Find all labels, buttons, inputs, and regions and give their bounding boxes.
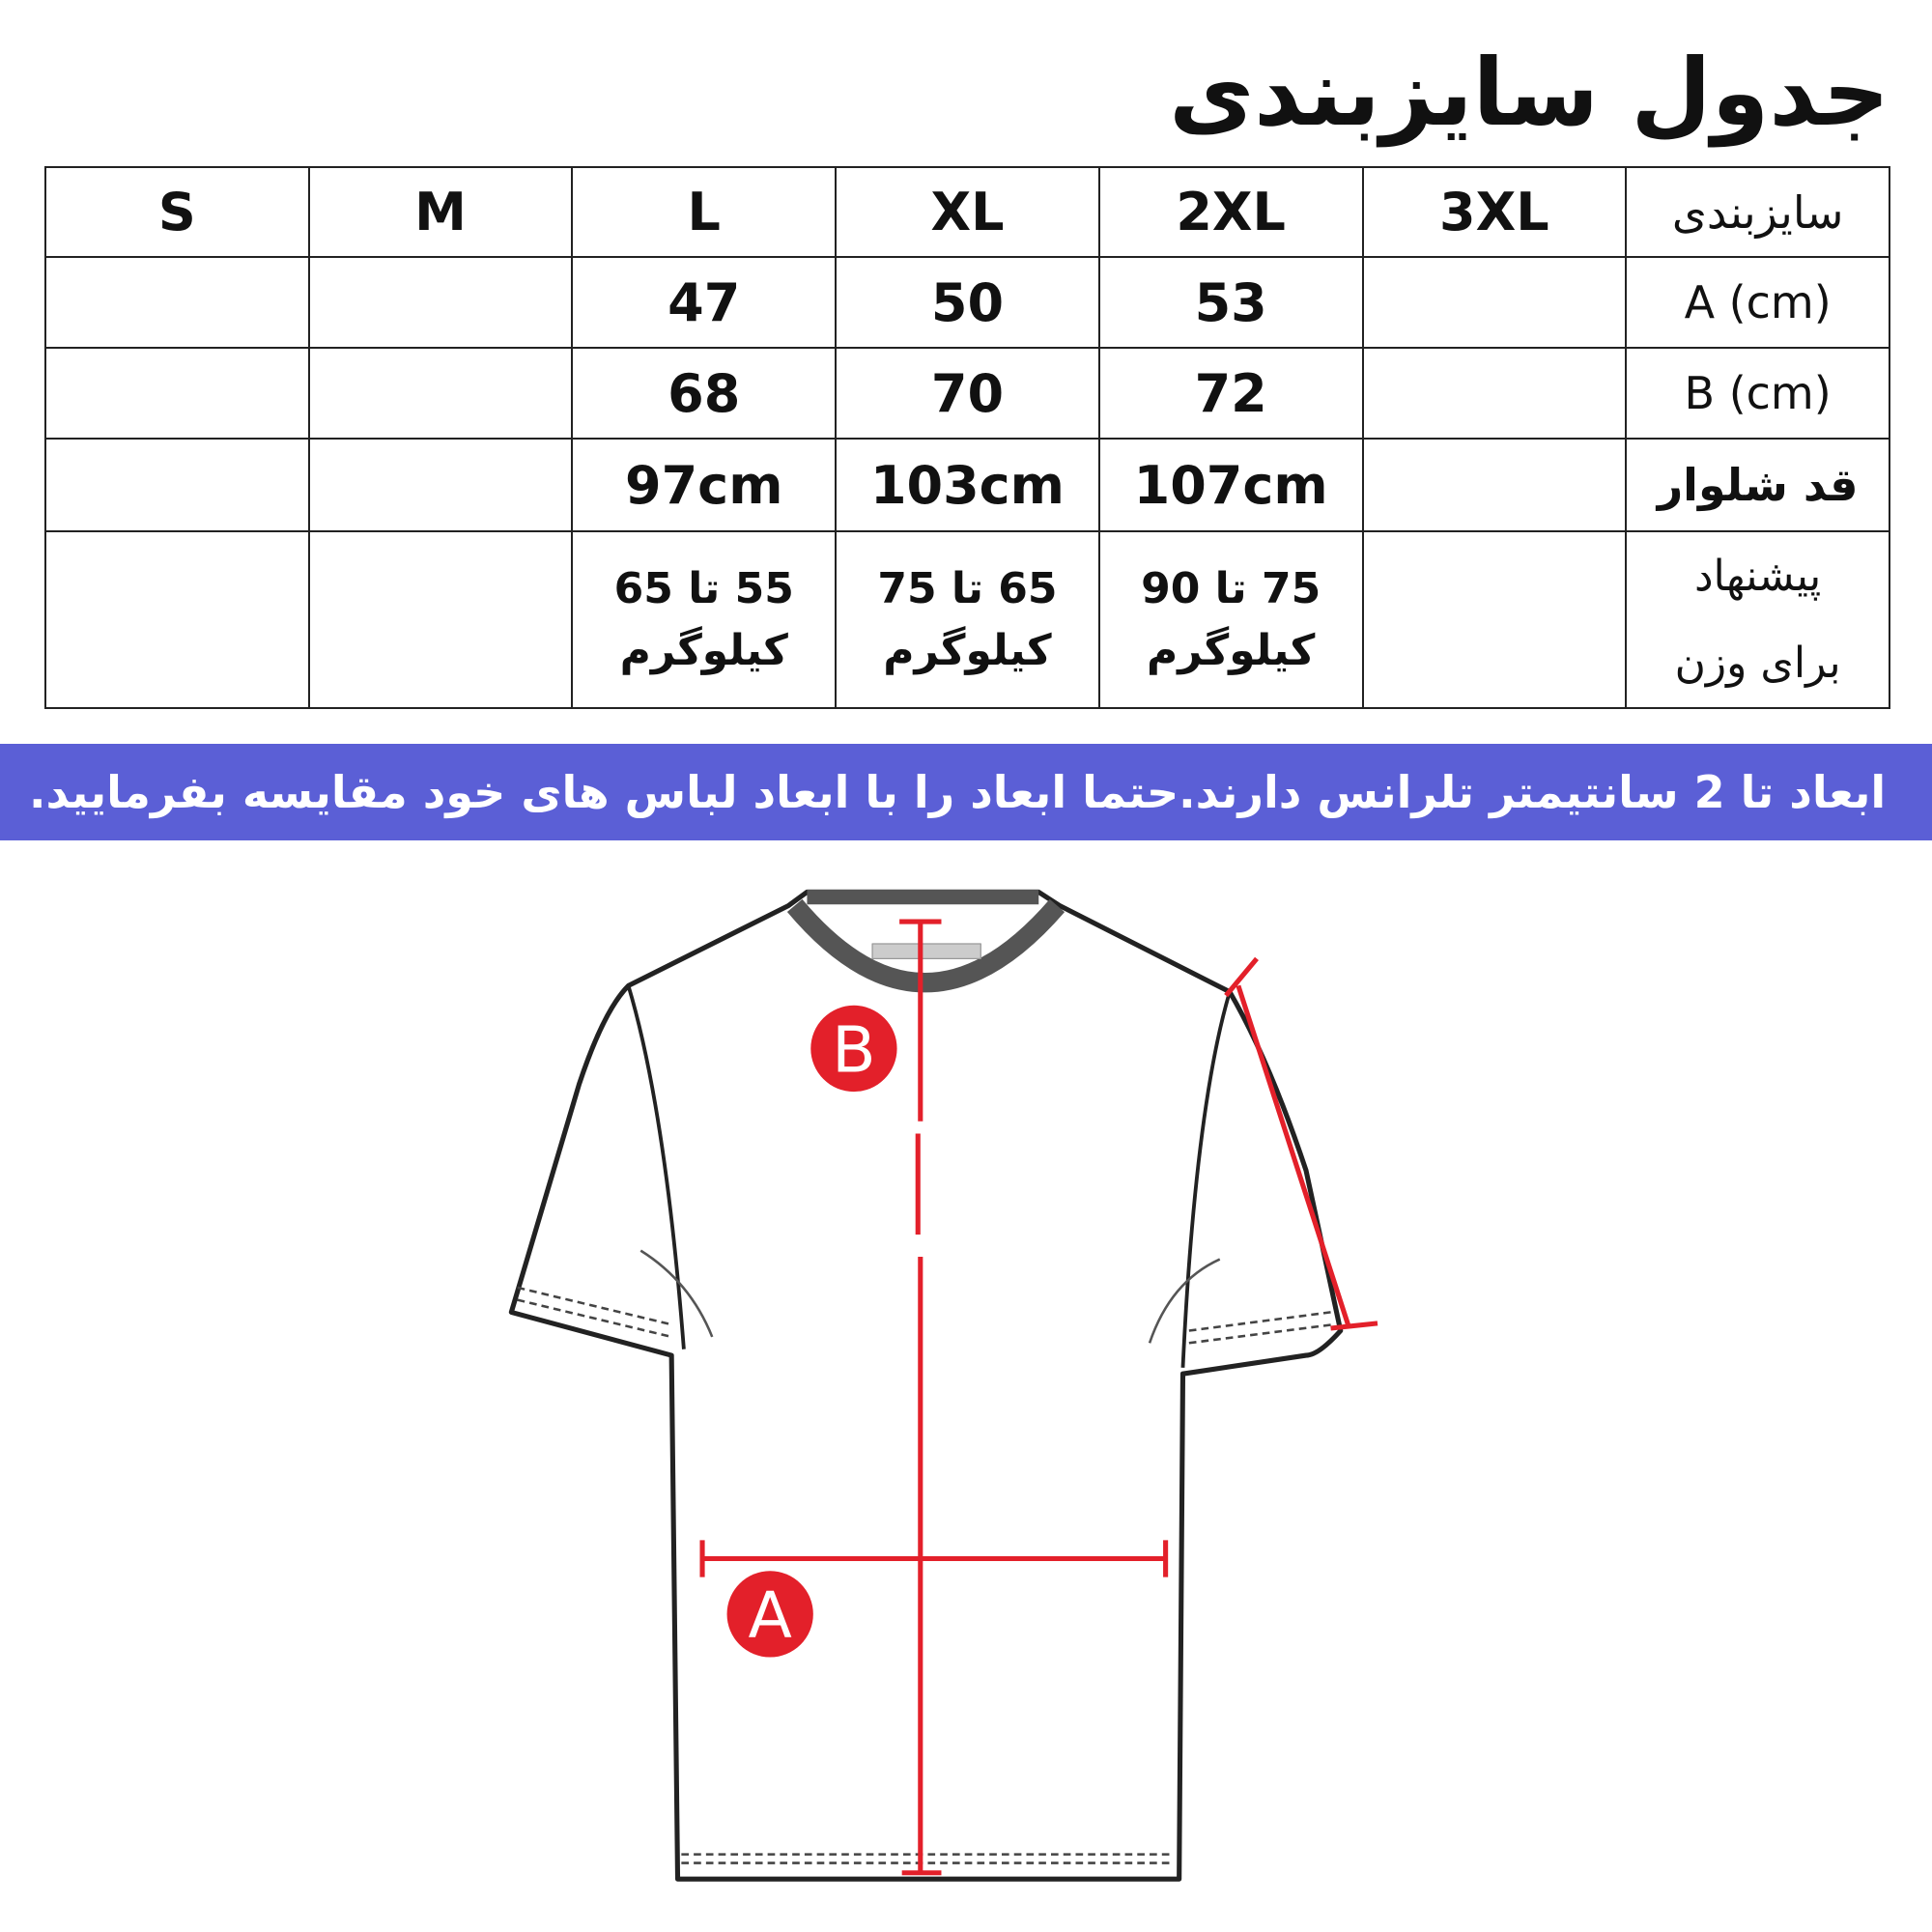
cell xyxy=(44,438,310,532)
label-a-circle xyxy=(726,1571,813,1658)
header-m: M xyxy=(307,166,574,258)
header-xl: XL xyxy=(835,166,1100,258)
weight-range: 65 تا 75 xyxy=(877,563,1058,613)
cell xyxy=(1361,530,1628,709)
label-a: A xyxy=(749,1577,792,1653)
cell: 103cm xyxy=(835,438,1100,532)
cell xyxy=(44,530,310,709)
cell xyxy=(1361,438,1628,532)
weight-unit: کیلوگرم xyxy=(1147,625,1316,675)
cell: 107cm xyxy=(1097,438,1364,532)
cell: 47 xyxy=(571,256,838,349)
cell: 50 xyxy=(835,256,1100,349)
weight-range: 55 تا 65 xyxy=(613,563,794,613)
weight-range: 75 تا 90 xyxy=(1141,563,1321,613)
cell: 97cm xyxy=(571,438,838,532)
row-label: A (cm) xyxy=(1625,256,1890,349)
weight-unit: کیلوگرم xyxy=(619,625,788,675)
header-2xl: 2XL xyxy=(1097,166,1364,258)
table-row: 97cm 103cm 107cm قد شلوار xyxy=(44,438,1890,532)
tolerance-banner: ابعاد تا 2 سانتیمتر تلرانس دارند.حتما اب… xyxy=(0,744,1932,840)
cell: 72 xyxy=(1097,347,1364,440)
width-line xyxy=(699,1540,1169,1577)
sleeve-line xyxy=(1224,956,1378,1331)
label-line: پیشنهاد xyxy=(1693,551,1822,601)
label-line: برای وزن xyxy=(1674,638,1841,688)
cell xyxy=(307,256,574,349)
weight-unit: کیلوگرم xyxy=(883,625,1052,675)
header-3xl: 3XL xyxy=(1361,166,1628,258)
cell: 65 تا 75 کیلوگرم xyxy=(835,530,1100,709)
collar-label xyxy=(871,943,981,959)
cell xyxy=(307,530,574,709)
cell xyxy=(1361,256,1628,349)
cell: 75 تا 90 کیلوگرم xyxy=(1097,530,1364,709)
length-line xyxy=(899,919,942,1876)
label-b-circle xyxy=(810,1005,897,1093)
header-s: S xyxy=(44,166,310,258)
table-row: 55 تا 65 کیلوگرم 65 تا 75 کیلوگرم 75 تا 90… xyxy=(44,530,1890,709)
header-label: سایزبندی xyxy=(1625,166,1890,258)
measure-lines xyxy=(699,919,1378,1876)
cell xyxy=(44,347,310,440)
row-label: B (cm) xyxy=(1625,347,1890,440)
cell: 53 xyxy=(1097,256,1364,349)
row-label: قد شلوار xyxy=(1625,438,1890,532)
page-title: جدول سایزبندی xyxy=(1169,39,1889,147)
cell: 70 xyxy=(835,347,1100,440)
label-b: B xyxy=(832,1012,876,1088)
row-label: پیشنهاد برای وزن xyxy=(1625,530,1890,709)
cell xyxy=(44,256,310,349)
cell xyxy=(307,438,574,532)
cell: 55 تا 65 کیلوگرم xyxy=(571,530,838,709)
collar xyxy=(786,898,1065,993)
cell xyxy=(1361,347,1628,440)
banner-text: ابعاد تا 2 سانتیمتر تلرانس دارند.حتما اب… xyxy=(29,766,1887,818)
header-l: L xyxy=(571,166,838,258)
table-row: 68 70 72 B (cm) xyxy=(44,347,1890,440)
cell xyxy=(307,347,574,440)
size-table: S M L XL 2XL 3XL سایزبندی 47 50 53 A (cm… xyxy=(44,166,1890,709)
cell: 68 xyxy=(571,347,838,440)
table-row: 47 50 53 A (cm) xyxy=(44,256,1890,349)
right-armhole-seam xyxy=(1180,991,1232,1368)
table-header-row: S M L XL 2XL 3XL سایزبندی xyxy=(44,166,1890,258)
left-armhole-seam xyxy=(626,984,686,1350)
